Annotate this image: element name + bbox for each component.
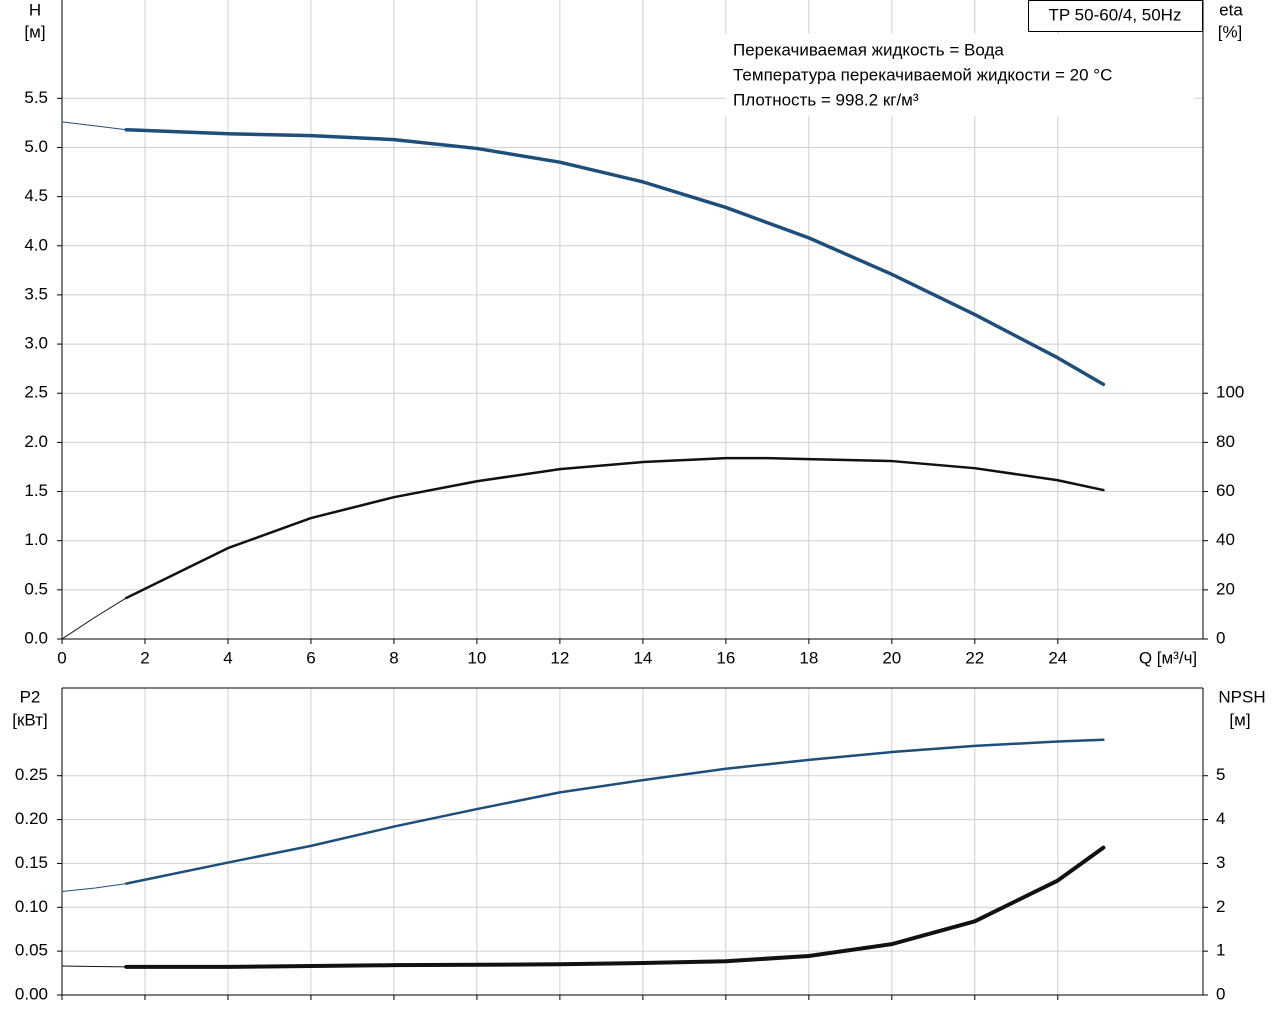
x-tick-label: 10 [467, 648, 486, 667]
y-tick-label: 2.0 [24, 432, 48, 451]
x-tick-label: 20 [882, 648, 901, 667]
y-label-unit: [м] [24, 22, 45, 41]
y-tick-label: 0.00 [15, 984, 48, 1003]
y-tick-label: 3.0 [24, 334, 48, 353]
y-tick-label: 4.0 [24, 235, 48, 254]
x-tick-label: 14 [633, 648, 652, 667]
y-tick-label: 0.10 [15, 897, 48, 916]
x-tick-label: 4 [223, 648, 232, 667]
y-tick-label: 0.20 [15, 809, 48, 828]
x-tick-label: 16 [716, 648, 735, 667]
title-box [1028, 0, 1203, 32]
x-tick-label: 22 [965, 648, 984, 667]
y-tick-label: 4.5 [24, 186, 48, 205]
y2-label-unit: [м] [1229, 710, 1250, 729]
annotation: Плотность = 998.2 кг/м³ [733, 90, 919, 109]
x-tick-label: 8 [389, 648, 398, 667]
y2-label: eta [1219, 0, 1243, 19]
y-tick-label: 0.0 [24, 628, 48, 647]
y-tick-label: 0.15 [15, 853, 48, 872]
curve [61, 597, 127, 640]
x-tick-label: 24 [1048, 648, 1067, 667]
x-tick-label: 2 [140, 648, 149, 667]
y2-tick-label: 5 [1216, 765, 1225, 784]
x-tick-label: 6 [306, 648, 315, 667]
chart-title: TP 50-60/4, 50Hz [1049, 5, 1182, 24]
x-tick-label: 12 [550, 648, 569, 667]
y-tick-label: 1.0 [24, 530, 48, 549]
x-tick-label: 0 [57, 648, 66, 667]
y2-label: NPSH [1218, 687, 1265, 706]
curve [61, 883, 127, 892]
curve [124, 845, 1106, 969]
y2-tick-label: 3 [1216, 853, 1225, 872]
y-label: H [29, 0, 41, 19]
y2-tick-label: 1 [1216, 941, 1225, 960]
y-tick-label: 5.0 [24, 137, 48, 156]
curve [61, 965, 127, 968]
y-tick-label: 0.05 [15, 941, 48, 960]
y-tick-label: 0.25 [15, 765, 48, 784]
y-label-unit: [кВт] [12, 710, 47, 729]
y-label: P2 [20, 687, 41, 706]
y2-tick-label: 0 [1216, 628, 1225, 647]
y2-tick-label: 0 [1216, 984, 1225, 1003]
y-tick-label: 5.5 [24, 88, 48, 107]
annotation: Перекачиваемая жидкость = Вода [733, 40, 1004, 59]
curve [61, 121, 127, 131]
curve [125, 738, 1105, 885]
x-label: Q [м³/ч] [1139, 648, 1197, 667]
annotation-box [725, 34, 1195, 116]
curve [124, 128, 1106, 387]
y-tick-label: 0.5 [24, 579, 48, 598]
y2-tick-label: 40 [1216, 530, 1235, 549]
y-tick-label: 1.5 [24, 481, 48, 500]
x-tick-label: 18 [799, 648, 818, 667]
y2-tick-label: 4 [1216, 809, 1225, 828]
y2-tick-label: 2 [1216, 897, 1225, 916]
annotation: Температура перекачиваемой жидкости = 20… [733, 65, 1112, 84]
curve [125, 456, 1105, 600]
y2-label-unit: [%] [1218, 22, 1243, 41]
y2-tick-label: 80 [1216, 432, 1235, 451]
y2-tick-label: 100 [1216, 383, 1244, 402]
y2-tick-label: 20 [1216, 579, 1235, 598]
y-tick-label: 2.5 [24, 383, 48, 402]
y2-tick-label: 60 [1216, 481, 1235, 500]
y-tick-label: 3.5 [24, 284, 48, 303]
